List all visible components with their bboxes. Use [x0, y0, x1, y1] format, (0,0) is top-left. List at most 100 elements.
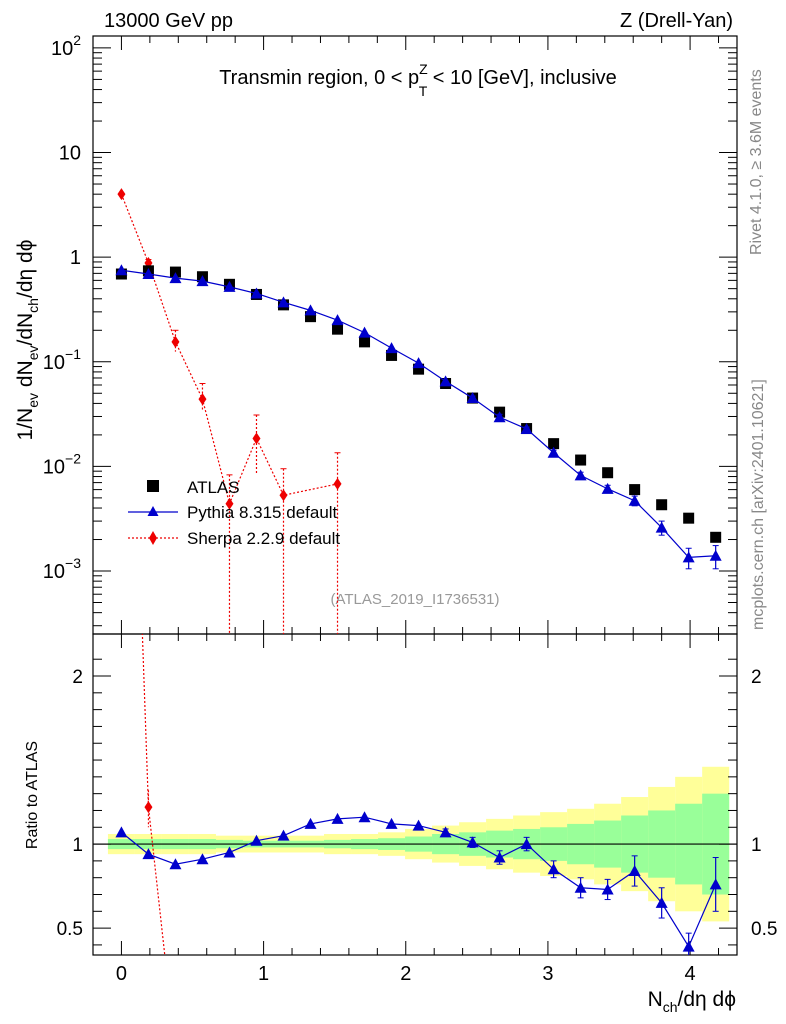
ratio-tick-label-right: 0.5 — [751, 919, 777, 940]
y-tick-label: 10−3 — [43, 555, 81, 583]
pythia-ratio-point — [142, 848, 155, 860]
pythia-ratio-point — [655, 896, 668, 908]
pythia-point — [277, 296, 290, 308]
x-tick-label: 4 — [685, 963, 696, 985]
atlas-point — [602, 467, 614, 479]
atlas-point — [359, 336, 371, 348]
sherpa-point — [171, 335, 180, 348]
pythia-point — [628, 494, 641, 506]
rivet-version-label: Rivet 4.1.0, ≥ 3.6M events — [748, 69, 765, 255]
y-tick-label: 1 — [70, 247, 81, 269]
pythia-ratio-point — [709, 878, 722, 890]
pythia-ratio-point — [520, 838, 533, 850]
atlas-point — [710, 531, 722, 543]
pythia-point — [547, 446, 560, 458]
sherpa-ratio-series — [141, 634, 166, 955]
pythia-point — [358, 326, 371, 338]
atlas-point — [305, 311, 317, 323]
atlas-point — [629, 484, 641, 496]
mcplots-label: mcplots.cern.ch [arXiv:2401.10621] — [750, 379, 767, 630]
pythia-ratio-point — [628, 864, 641, 876]
pythia-point — [331, 314, 344, 326]
pythia-point — [574, 469, 587, 481]
atlas-point — [548, 438, 560, 450]
sherpa-series — [117, 188, 342, 634]
pythia-ratio-point — [493, 851, 506, 863]
ratio-y-axis-label: Ratio to ATLAS — [24, 741, 41, 849]
y-tick-label: 10−1 — [43, 346, 81, 374]
x-tick-label: 0 — [116, 963, 127, 985]
pythia-point — [115, 264, 128, 276]
ratio-tick-label-right: 2 — [751, 667, 762, 688]
data-series — [115, 188, 722, 955]
pythia-ratio-point — [250, 834, 263, 846]
sherpa-point — [333, 477, 342, 490]
legend-sherpa-marker — [149, 531, 157, 545]
sherpa-ratio-point — [144, 801, 153, 814]
sherpa-point — [198, 393, 207, 406]
legend-pythia-marker — [147, 506, 159, 516]
y-axis-label: 1/Nev dNev/dNch/dη dϕ — [14, 240, 41, 441]
pythia-point — [466, 392, 479, 404]
x-tick-label: 1 — [258, 963, 269, 985]
atlas-point — [386, 349, 398, 361]
header-process: Z (Drell-Yan) — [620, 10, 733, 32]
pythia-point — [601, 482, 614, 494]
pythia-point — [412, 357, 425, 369]
atlas-point — [332, 323, 344, 335]
legend-atlas-marker — [147, 480, 159, 492]
x-tick-label: 3 — [542, 963, 553, 985]
sherpa-line — [120, 193, 338, 506]
legend: ATLAS Pythia 8.315 default Sherpa 2.2.9 … — [128, 478, 340, 548]
pythia-point — [304, 304, 317, 316]
atlas-point — [656, 499, 668, 511]
pythia-ratio-point — [412, 819, 425, 831]
pythia-point — [142, 268, 155, 280]
sherpa-point — [225, 497, 234, 510]
pythia-ratio-series — [115, 811, 722, 955]
pythia-ratio-point — [385, 817, 398, 829]
atlas-point — [683, 512, 695, 524]
ratio-tick-label-left: 2 — [72, 667, 83, 688]
pythia-point — [169, 272, 182, 284]
pythia-point — [493, 411, 506, 423]
ratio-tick-label-left: 1 — [72, 835, 83, 856]
atlas-point — [169, 266, 181, 278]
ratio-plot-frame — [92, 633, 738, 956]
x-axis-label: Nch/dη dϕ — [648, 988, 736, 1015]
ratio-tick-label-right: 1 — [751, 835, 762, 856]
y-tick-label: 10 — [59, 143, 81, 165]
header-collision: 13000 GeV pp — [104, 10, 233, 32]
pythia-point — [709, 549, 722, 561]
pythia-ratio-point — [304, 817, 317, 829]
legend-atlas-label: ATLAS — [187, 478, 240, 497]
pythia-point — [439, 375, 452, 387]
pythia-ratio-point — [277, 829, 290, 841]
sherpa-point — [252, 432, 261, 445]
sherpa-point — [279, 489, 288, 502]
pythia-ratio-point — [601, 883, 614, 895]
ratio-tick-label-left: 0.5 — [57, 919, 83, 940]
pythia-ratio-point — [115, 826, 128, 838]
y-tick-label: 102 — [51, 32, 81, 60]
pythia-point — [196, 275, 209, 287]
plot-title: Transmin region, 0 < pZ T < 10 [GeV], inc… — [219, 61, 617, 99]
pythia-ratio-point — [169, 858, 182, 870]
analysis-tag: (ATLAS_2019_I1736531) — [330, 591, 499, 608]
y-tick-label: 10−2 — [43, 450, 81, 478]
pythia-point — [223, 280, 236, 292]
pythia-point — [250, 287, 263, 299]
pythia-ratio-point — [574, 881, 587, 893]
sherpa-ratio-line — [141, 634, 166, 955]
atlas-point — [575, 454, 587, 466]
pythia-ratio-point — [466, 836, 479, 848]
pythia-ratio-point — [196, 853, 209, 865]
x-tick-label: 2 — [400, 963, 411, 985]
pythia-point — [682, 551, 695, 563]
pythia-ratio-point — [223, 846, 236, 858]
pythia-ratio-point — [439, 826, 452, 838]
axes: 0 1 2 3 4 10−3 10−2 10−1 1 10 102 0.5 0.5 1 1 2 2 — [43, 32, 778, 985]
pythia-point — [520, 422, 533, 434]
pythia-ratio-point — [358, 811, 371, 823]
